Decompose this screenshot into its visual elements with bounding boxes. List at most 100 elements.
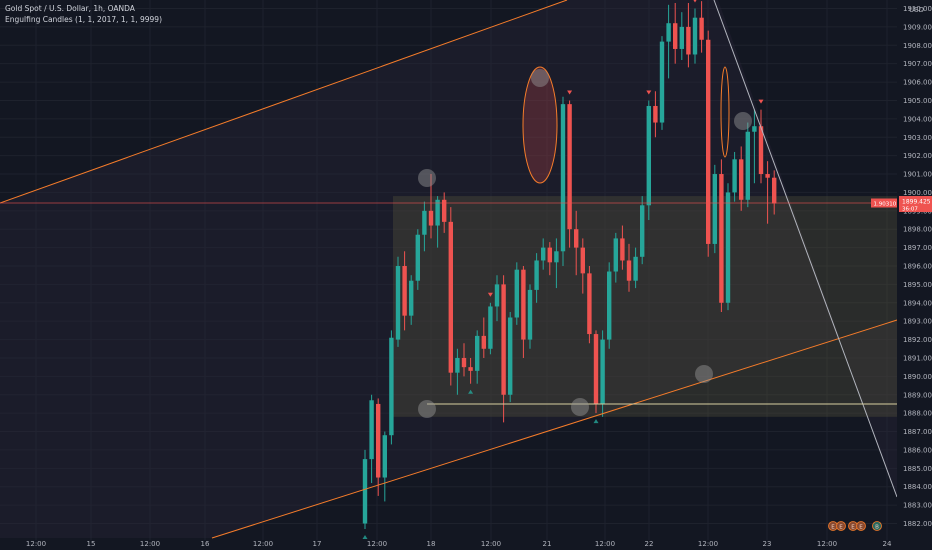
demand-zone <box>0 0 897 538</box>
candle-body <box>725 192 731 303</box>
event-badge-label: E <box>851 524 855 530</box>
pattern-marks <box>362 0 764 540</box>
time-tick-label: 12:00 <box>26 540 46 548</box>
time-tick-label: 16 <box>201 540 210 548</box>
candle-body <box>488 306 493 349</box>
candle-body <box>719 174 724 303</box>
price-tick-label: 1895.000 <box>903 281 932 289</box>
time-tick-label: 21 <box>543 540 552 548</box>
price-badge <box>871 198 897 208</box>
last-price-countdown: 36:07 <box>902 207 918 213</box>
time-tick-label: 12:00 <box>140 540 160 548</box>
candle-body <box>494 284 500 307</box>
bearish-mark <box>758 99 764 104</box>
price-tick-label: 1901.000 <box>903 171 932 179</box>
candle-body <box>686 26 691 55</box>
candle-body <box>699 17 704 40</box>
price-tick-label: 1884.000 <box>903 483 932 491</box>
price-tick-label: 1897.000 <box>903 244 932 252</box>
legend: Gold Spot / U.S. Dollar, 1h, OANDA Engul… <box>5 3 162 25</box>
bullish-mark <box>468 389 474 394</box>
candle-body <box>607 271 612 340</box>
candle-body <box>389 337 394 436</box>
candle-body <box>580 247 585 274</box>
time-tick-label: 23 <box>763 540 772 548</box>
candle-body <box>527 289 533 340</box>
engulf-ellipse-1 <box>522 66 558 184</box>
pivot-circle <box>418 169 436 187</box>
price-tick-label: 1907.000 <box>903 60 932 68</box>
candle-body <box>620 238 625 261</box>
price-tick-label: 1886.000 <box>903 446 932 454</box>
price-axis[interactable]: 1910.000 1909.000 1908.000 1907.000 1906.000… <box>871 0 932 540</box>
bullish-mark <box>593 419 599 424</box>
candles <box>362 1 777 530</box>
time-tick-label: 12:00 <box>481 540 501 548</box>
candle-body <box>600 339 605 404</box>
candle-body <box>626 260 632 281</box>
indicator-label[interactable]: Engulfing Candles (1, 1, 2017, 1, 1, 999… <box>5 15 163 24</box>
candle-body <box>574 229 579 248</box>
event-badge-label: E <box>839 524 843 530</box>
time-tick-label: 15 <box>87 540 96 548</box>
pivot-circle <box>571 398 589 416</box>
candle-body <box>646 105 651 206</box>
price-tick-label: 1909.000 <box>903 23 932 31</box>
price-tick-label: 1902.000 <box>903 152 932 160</box>
time-tick-label: 22 <box>645 540 654 548</box>
price-tick-label: 1896.000 <box>903 263 932 271</box>
candle-body <box>508 317 513 395</box>
time-axis-bg <box>0 540 932 550</box>
candle-body <box>659 41 665 123</box>
grid <box>0 0 897 540</box>
candle-body <box>653 105 658 123</box>
price-tick-label: 1905.000 <box>903 97 932 105</box>
triangle-shade <box>0 0 897 538</box>
candle-body <box>534 260 539 290</box>
price-tick-label: 1888.000 <box>903 410 932 418</box>
price-tick-label: 1890.000 <box>903 373 932 381</box>
price-tick-label: 1904.000 <box>903 115 932 123</box>
pivot-circle <box>734 112 752 130</box>
time-tick-label: 12:00 <box>367 540 387 548</box>
time-axis[interactable]: 12:00 15 12:00 16 12:00 17 12:00 18 12:00 21 12:00… <box>0 540 932 550</box>
candle-body <box>521 269 526 340</box>
price-axis-bg <box>897 0 932 540</box>
event-badge <box>872 521 882 531</box>
last-price-tag <box>899 196 932 213</box>
currency-label: USD <box>909 6 924 14</box>
price-tick-label: 1908.000 <box>903 42 932 50</box>
descending-line <box>713 0 898 498</box>
candle-body <box>593 334 599 404</box>
candle-body <box>666 23 671 42</box>
time-tick-label: 17 <box>313 540 322 548</box>
candle-body <box>745 131 750 200</box>
time-tick-label: 12:00 <box>817 540 837 548</box>
bullish-mark <box>362 535 368 540</box>
candle-body <box>706 39 711 244</box>
candle-body <box>468 367 473 371</box>
price-tick-label: 1887.000 <box>903 428 932 436</box>
lower-trendline <box>211 319 898 539</box>
candle-body <box>712 174 717 244</box>
last-price-value: 1899.425 <box>902 199 931 206</box>
time-tick-label: 12:00 <box>698 540 718 548</box>
candle-body <box>415 234 420 281</box>
candle-body <box>640 205 645 257</box>
candle-body <box>613 238 618 272</box>
bearish-mark <box>567 90 573 95</box>
candle-body <box>752 126 757 132</box>
event-badge-label: E <box>859 524 863 530</box>
candle-body <box>587 273 592 335</box>
pivot-circle <box>531 69 549 87</box>
symbol-title[interactable]: Gold Spot / U.S. Dollar, 1h, OANDA <box>5 4 135 13</box>
candle-body <box>376 403 381 478</box>
demand-zone-rect <box>393 196 897 417</box>
candle-body <box>732 159 737 193</box>
candle-body <box>567 104 572 230</box>
time-tick-label: 24 <box>883 540 892 548</box>
candle-body <box>395 266 401 340</box>
